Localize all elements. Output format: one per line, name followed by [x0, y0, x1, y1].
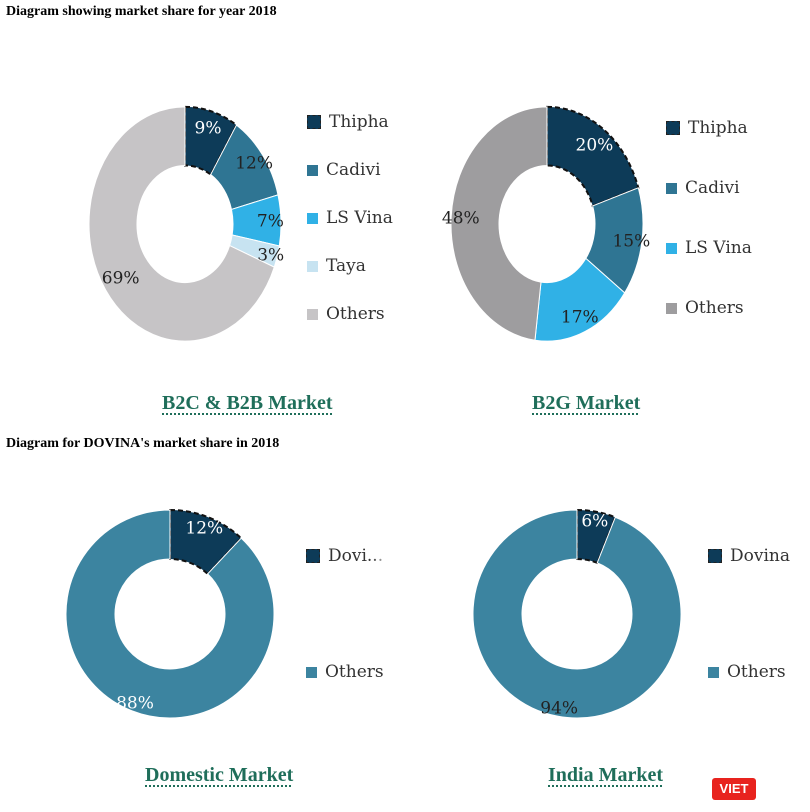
legend-label: Thipha — [329, 112, 389, 132]
donut-chart-b2c-b2b: 9% 12% 7% 3% 69% — [88, 105, 284, 342]
slice-thipha — [546, 105, 640, 208]
legend-label: Dovi... — [328, 546, 384, 566]
data-label-cadivi: 15% — [612, 231, 650, 251]
data-label-thipha: 20% — [576, 135, 614, 155]
donut-chart-domestic: 12% 88% — [65, 508, 275, 719]
data-label-ls-vina: 17% — [561, 307, 599, 327]
data-label-ls-vina: 7% — [257, 212, 284, 232]
legend-label: Others — [685, 298, 744, 318]
legend-item-ls-vina: LS Vina — [666, 238, 752, 258]
legend-india: Dovina Others — [708, 546, 808, 686]
legend-swatch — [306, 549, 320, 563]
slice-others — [88, 106, 275, 342]
data-label-others: 69% — [102, 268, 140, 288]
legend-label: Others — [325, 662, 384, 682]
data-label-taya: 3% — [257, 245, 284, 265]
data-label-dovina: 12% — [185, 518, 223, 538]
legend-item-dovina: Dovi... — [306, 546, 383, 566]
legend-domestic: Dovi... Others — [306, 546, 406, 686]
watermark-logo: VIET — [712, 778, 756, 800]
legend-label: Others — [326, 304, 385, 324]
legend-swatch — [666, 121, 680, 135]
legend-swatch — [666, 302, 677, 314]
legend-item-others: Others — [306, 662, 384, 682]
legend-swatch — [708, 666, 719, 678]
data-label-others: 48% — [442, 208, 480, 228]
legend-label: Others — [727, 662, 786, 682]
slice-thipha — [184, 105, 238, 177]
legend-swatch — [307, 308, 318, 320]
chart-caption-b2c-b2b: B2C & B2B Market — [162, 392, 333, 414]
legend-label: Thipha — [688, 118, 748, 138]
legend-label: LS Vina — [326, 208, 393, 228]
slice-others — [450, 106, 548, 341]
legend-item-ls-vina: LS Vina — [307, 208, 393, 228]
legend-label: Taya — [326, 256, 366, 276]
legend-b2g: Thipha Cadivi LS Vina Others — [666, 118, 776, 338]
legend-item-thipha: Thipha — [666, 118, 748, 138]
legend-b2c-b2b: Thipha Cadivi LS Vina Taya Others — [307, 112, 417, 332]
legend-swatch — [306, 666, 317, 678]
data-label-cadivi: 12% — [235, 154, 273, 174]
chart-caption-domestic: Domestic Market — [145, 764, 294, 786]
legend-item-thipha: Thipha — [307, 112, 389, 132]
legend-item-cadivi: Cadivi — [307, 160, 381, 180]
slice-others — [472, 509, 682, 719]
slice-dovina — [576, 508, 617, 565]
legend-swatch — [666, 182, 677, 194]
legend-fade-mask — [372, 540, 402, 566]
legend-item-others: Others — [708, 662, 786, 682]
legend-label: Cadivi — [326, 160, 381, 180]
legend-swatch — [307, 115, 321, 129]
slice-others — [65, 509, 275, 719]
legend-item-others: Others — [666, 298, 744, 318]
slice-dovina — [169, 508, 243, 576]
data-label-thipha: 9% — [195, 118, 222, 138]
donut-chart-b2g: 20% 15% 17% 48% — [442, 105, 650, 342]
legend-swatch — [307, 212, 318, 224]
chart-caption-b2g: B2G Market — [532, 392, 641, 414]
chart-heading-dovina-share-2018: Diagram for DOVINA's market share in 201… — [6, 436, 280, 451]
legend-item-others: Others — [307, 304, 385, 324]
data-label-dovina: 6% — [581, 512, 608, 532]
legend-label: Dovina — [730, 546, 790, 566]
legend-label: LS Vina — [685, 238, 752, 258]
legend-swatch — [307, 260, 318, 272]
legend-item-dovina: Dovina — [708, 546, 790, 566]
legend-swatch — [708, 549, 722, 563]
legend-swatch — [307, 164, 318, 176]
chart-caption-india: India Market — [548, 764, 663, 786]
data-label-others: 94% — [540, 698, 578, 718]
donut-chart-india: 6% 94% — [472, 508, 682, 719]
legend-item-taya: Taya — [307, 256, 366, 276]
legend-item-cadivi: Cadivi — [666, 178, 740, 198]
legend-label: Cadivi — [685, 178, 740, 198]
chart-heading-market-share-2018: Diagram showing market share for year 20… — [6, 4, 277, 19]
data-label-others: 88% — [116, 693, 154, 713]
legend-swatch — [666, 242, 677, 254]
